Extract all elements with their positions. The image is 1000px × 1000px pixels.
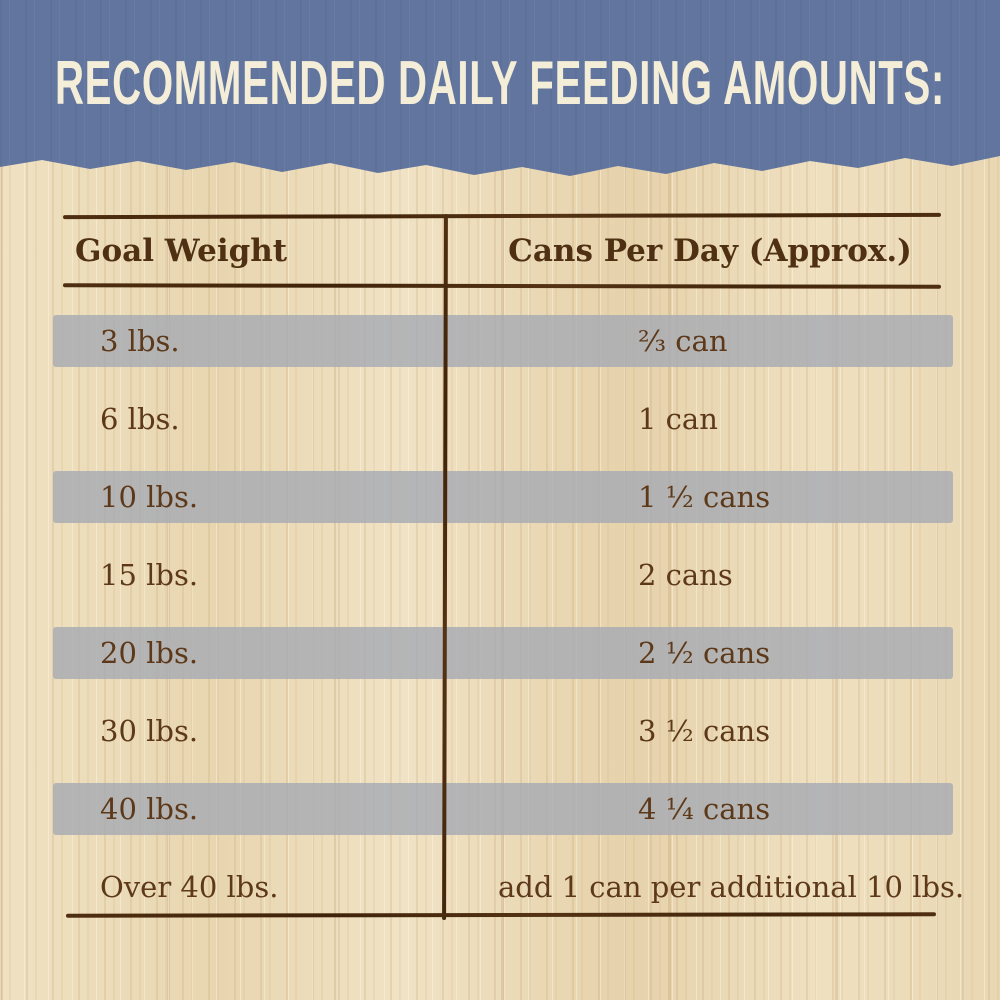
table-border-top (62, 212, 942, 220)
goal-weight-cell: 15 lbs. (100, 558, 199, 592)
goal-weight-cell: 6 lbs. (100, 402, 180, 436)
cans-per-day-cell: 1 ½ cans (638, 480, 771, 514)
cans-per-day-cell: 4 ¼ cans (638, 792, 771, 826)
goal-weight-cell: Over 40 lbs. (100, 870, 279, 904)
cans-per-day-cell: ²⁄₃ can (638, 324, 728, 358)
cans-per-day-cell: 1 can (638, 402, 718, 436)
cans-per-day-cell: 2 cans (638, 558, 733, 592)
cans-per-day-cell: add 1 can per additional 10 lbs. (498, 870, 965, 904)
goal-weight-cell: 30 lbs. (100, 714, 199, 748)
goal-weight-cell: 20 lbs. (100, 636, 199, 670)
table-row: 15 lbs. 2 cans (55, 536, 947, 614)
header-band (0, 0, 1000, 176)
table-row: Over 40 lbs. add 1 can per additional 10… (55, 848, 964, 926)
table-row: 6 lbs. 1 can (55, 380, 947, 458)
cans-per-day-cell: 3 ½ cans (638, 714, 771, 748)
table-body: 3 lbs. ²⁄₃ can 6 lbs. 1 can 10 lbs. 1 ½ … (55, 302, 964, 926)
cans-per-day-cell: 2 ½ cans (638, 636, 771, 670)
table-row: 40 lbs. 4 ¼ cans (55, 770, 947, 848)
table-header-row: Goal Weight Cans Per Day (Approx.) (0, 222, 1000, 280)
header-divider (62, 283, 942, 289)
page-title: RECOMMENDED DAILY FEEDING AMOUNTS: (54, 47, 946, 118)
column-header-cans-per-day: Cans Per Day (Approx.) (508, 233, 912, 269)
goal-weight-cell: 40 lbs. (100, 792, 199, 826)
column-header-goal-weight: Goal Weight (75, 233, 288, 269)
table-row: 10 lbs. 1 ½ cans (55, 458, 947, 536)
table-row: 30 lbs. 3 ½ cans (55, 692, 947, 770)
table-row: 20 lbs. 2 ½ cans (55, 614, 947, 692)
goal-weight-cell: 10 lbs. (100, 480, 199, 514)
table-row: 3 lbs. ²⁄₃ can (55, 302, 947, 380)
goal-weight-cell: 3 lbs. (100, 324, 180, 358)
